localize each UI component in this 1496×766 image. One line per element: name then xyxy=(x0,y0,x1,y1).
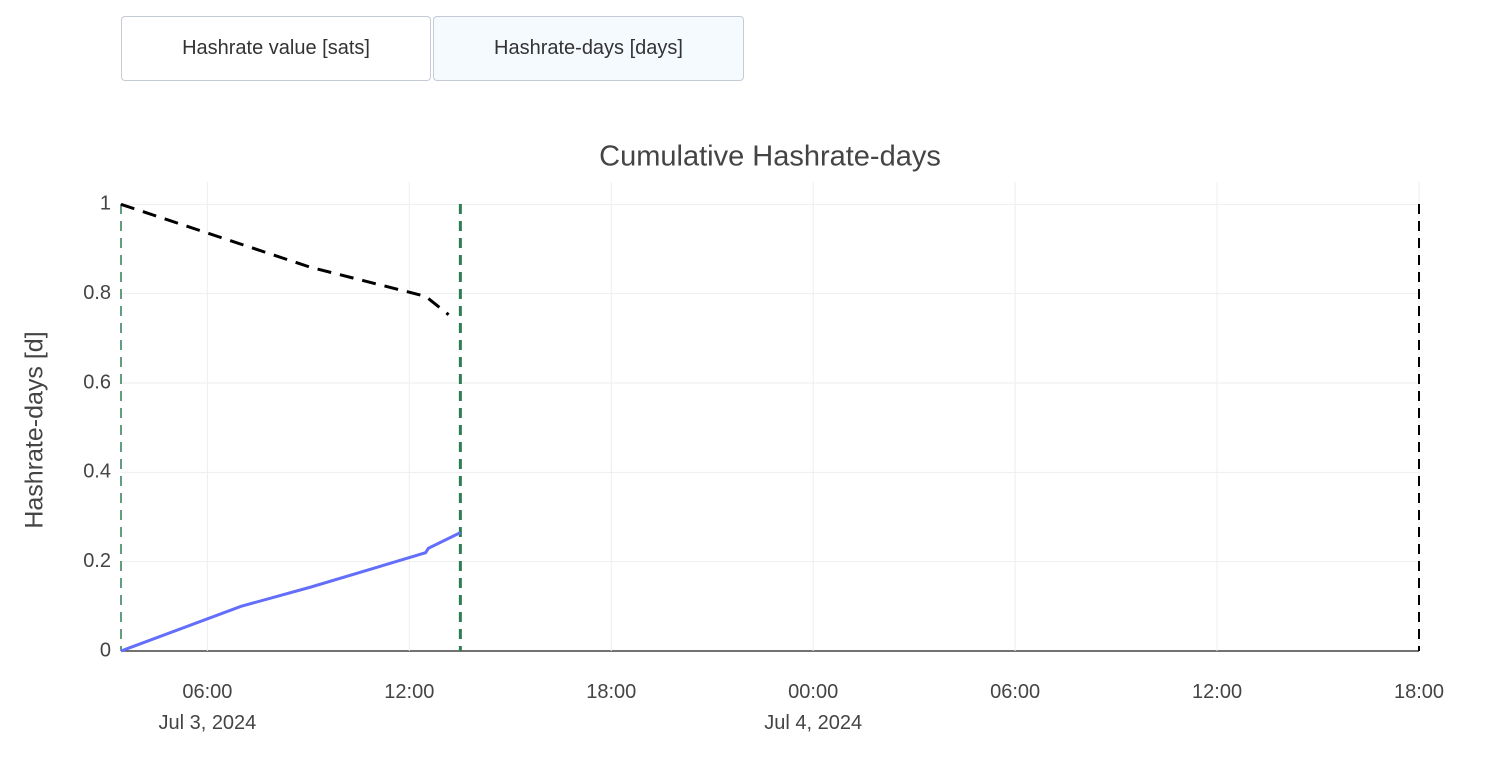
y-tick-label: 0.2 xyxy=(83,550,111,572)
tick-line: 06:00 xyxy=(990,681,1040,703)
x-tick-label: 00:00 Jul 4, 2024 xyxy=(764,681,862,734)
tick-line: 06:00 xyxy=(182,681,232,703)
x-tick-label: 06:00 xyxy=(990,681,1040,703)
tick-line: 12:00 xyxy=(384,681,434,703)
x-tick-label: 18:00 xyxy=(586,681,636,703)
line xyxy=(120,202,450,316)
tick-line: 12:00 xyxy=(1192,681,1242,703)
y-tick-label: 1 xyxy=(100,193,111,215)
y-axis-title: Hashrate-days [d] xyxy=(21,331,49,528)
y-tick-label: 0.8 xyxy=(83,282,111,304)
tick-line: 18:00 xyxy=(586,681,636,703)
y-tick-label: 0.6 xyxy=(83,371,111,393)
x-tick-label: 12:00 xyxy=(384,681,434,703)
chart-title: Cumulative Hashrate-days xyxy=(599,141,941,173)
tick-line: 00:00 xyxy=(788,681,838,703)
tick-line: Jul 4, 2024 xyxy=(764,712,862,734)
x-tick-label: 06:00 Jul 3, 2024 xyxy=(158,681,256,734)
line xyxy=(120,531,462,653)
button[interactable]: Hashrate-days [days] xyxy=(433,16,744,81)
tick-line: 18:00 xyxy=(1394,681,1444,703)
tick-line: Jul 3, 2024 xyxy=(158,712,256,734)
x-tick-label: 18:00 xyxy=(1394,681,1444,703)
y-tick-label: 0.4 xyxy=(83,461,111,483)
x-tick-label: 12:00 xyxy=(1192,681,1242,703)
button[interactable]: Hashrate value [sats] xyxy=(121,16,431,81)
y-tick-label: 0 xyxy=(100,639,111,661)
